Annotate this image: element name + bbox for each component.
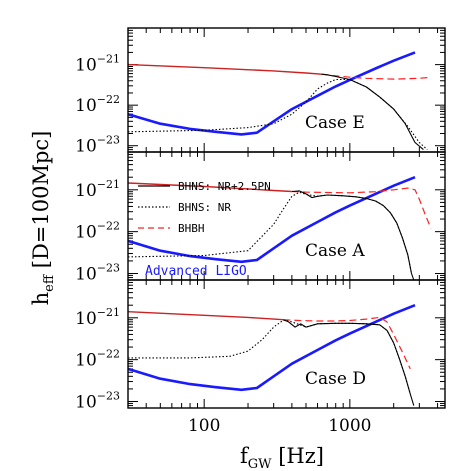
y-tick-exponent: −21: [97, 306, 120, 319]
nr-line: [127, 78, 428, 151]
pn-line: [127, 63, 322, 75]
y-tick-exponent: −23: [97, 134, 120, 147]
y-title-rest: [D=100Mpc]: [29, 131, 53, 275]
bhbh-line: [291, 187, 432, 229]
y-tick-base: 10: [75, 181, 97, 201]
x-title-unit: [Hz]: [272, 444, 324, 468]
ligo-curve-line: [127, 175, 416, 264]
y-tick-label: 10−22: [75, 93, 120, 116]
y-tick-exponent: −22: [97, 93, 120, 106]
y-tick-base: 10: [75, 137, 97, 157]
y-axis-title: heff [D=100Mpc]: [29, 131, 57, 306]
y-tick-label: 10−22: [75, 348, 120, 371]
legend-label: BHNS: NR: [178, 201, 231, 214]
pn-line: [127, 182, 292, 193]
y-tick-base: 10: [75, 265, 97, 285]
y-tick-label: 10−21: [75, 306, 120, 329]
legend-label: BHBH: [178, 222, 205, 235]
legend: BHNS: NR+2.5PN BHNS: NR BHBH: [138, 180, 271, 235]
x-tick-label: 100: [188, 416, 220, 436]
y-tick-base: 10: [75, 309, 97, 329]
case-label: Case E: [305, 113, 365, 133]
y-tick-base: 10: [75, 351, 97, 371]
ticks: [127, 279, 445, 409]
nr-line: [127, 191, 413, 274]
y-tick-base: 10: [75, 223, 97, 243]
case-label: Case A: [305, 241, 365, 261]
nr-hybrid-line: [321, 73, 424, 151]
x-axis-title: fGW [Hz]: [240, 444, 324, 471]
nr-hybrid-line: [291, 190, 415, 281]
y-title-sub: eff: [42, 273, 57, 292]
y-tick-exponent: −21: [97, 178, 120, 191]
y-tick-label: 10−23: [75, 262, 120, 285]
ligo-label: Advanced LIGO: [145, 264, 247, 279]
nr-hybrid-line: [283, 319, 415, 406]
case-label: Case D: [305, 369, 366, 389]
y-tick-label: 10−22: [75, 220, 120, 243]
panel-frame: [127, 279, 446, 409]
y-tick-label: 10−21: [75, 178, 120, 201]
ticks: [127, 27, 445, 153]
y-tick-label: 10−21: [75, 53, 120, 76]
legend-label: BHNS: NR+2.5PN: [178, 180, 271, 193]
ligo-curve-line: [127, 51, 416, 136]
ticks: [127, 151, 445, 281]
y-tick-exponent: −22: [97, 348, 120, 361]
y-tick-base: 10: [75, 96, 97, 116]
y-tick-base: 10: [75, 56, 97, 76]
pn-line: [127, 311, 284, 321]
panel-frame: [127, 27, 446, 153]
y-tick-base: 10: [75, 393, 97, 413]
bhbh-line: [321, 73, 430, 80]
y-tick-label: 10−23: [75, 134, 120, 157]
bhbh-line: [283, 316, 411, 370]
x-tick-label: 1000: [328, 416, 371, 436]
x-title-main: f: [240, 444, 250, 468]
y-tick-exponent: −23: [97, 390, 120, 403]
panel-frame: [127, 151, 446, 281]
x-title-sub: GW: [248, 457, 272, 471]
y-tick-exponent: −21: [97, 53, 120, 66]
y-tick-exponent: −22: [97, 220, 120, 233]
y-title-main: h: [29, 292, 53, 306]
y-tick-label: 10−23: [75, 390, 120, 413]
nr-line: [128, 319, 411, 395]
y-tick-exponent: −23: [97, 262, 120, 275]
